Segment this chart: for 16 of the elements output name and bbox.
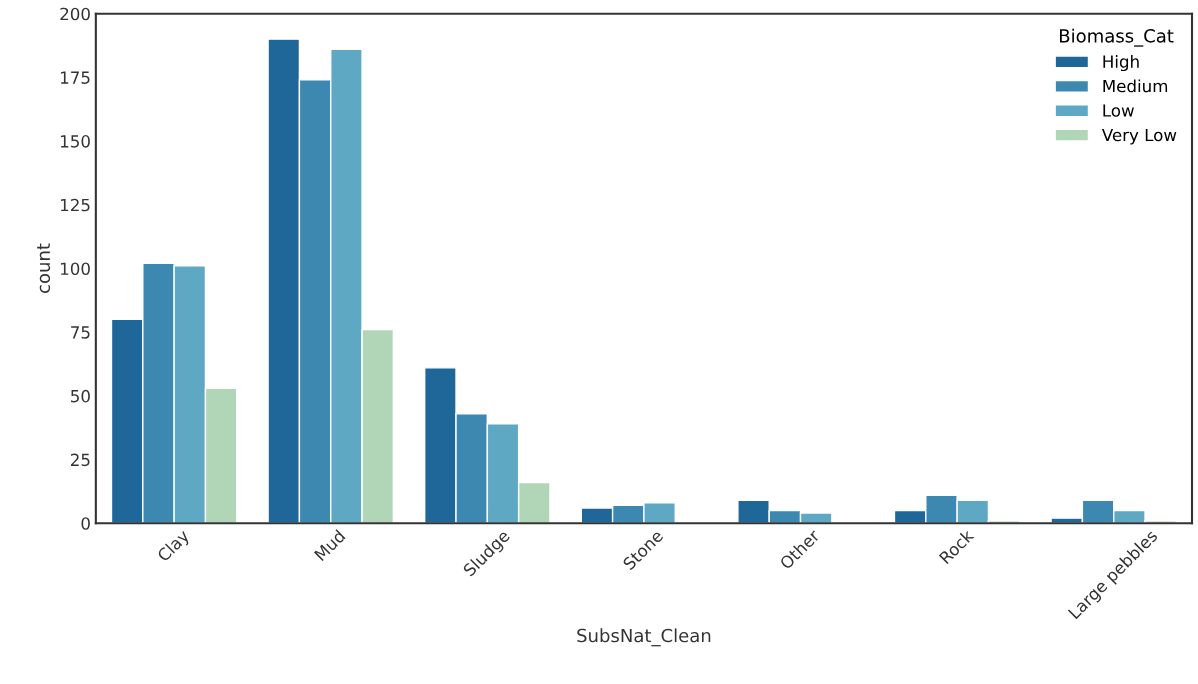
y-axis-title: count <box>37 243 51 293</box>
legend-label: High <box>1103 54 1139 72</box>
y-tick-label: 75 <box>71 326 90 339</box>
legend-label: Low <box>1103 104 1134 117</box>
y-tick-label: 50 <box>71 389 90 403</box>
legend-label: Very Low <box>1101 128 1177 145</box>
y-tick-label: 125 <box>61 198 90 212</box>
y-tick-label: 25 <box>70 453 90 467</box>
legend-label: Medium <box>1103 79 1168 93</box>
y-tick-label: 0 <box>81 517 90 530</box>
y-tick-label: 175 <box>61 71 90 84</box>
y-tick-label: 100 <box>61 262 90 276</box>
y-tick-label: 200 <box>60 7 90 21</box>
x-axis-title: SubsNat_Clean <box>577 628 711 647</box>
legend-title: Biomass_Cat <box>1060 28 1174 47</box>
y-tick-label: 150 <box>61 135 90 148</box>
